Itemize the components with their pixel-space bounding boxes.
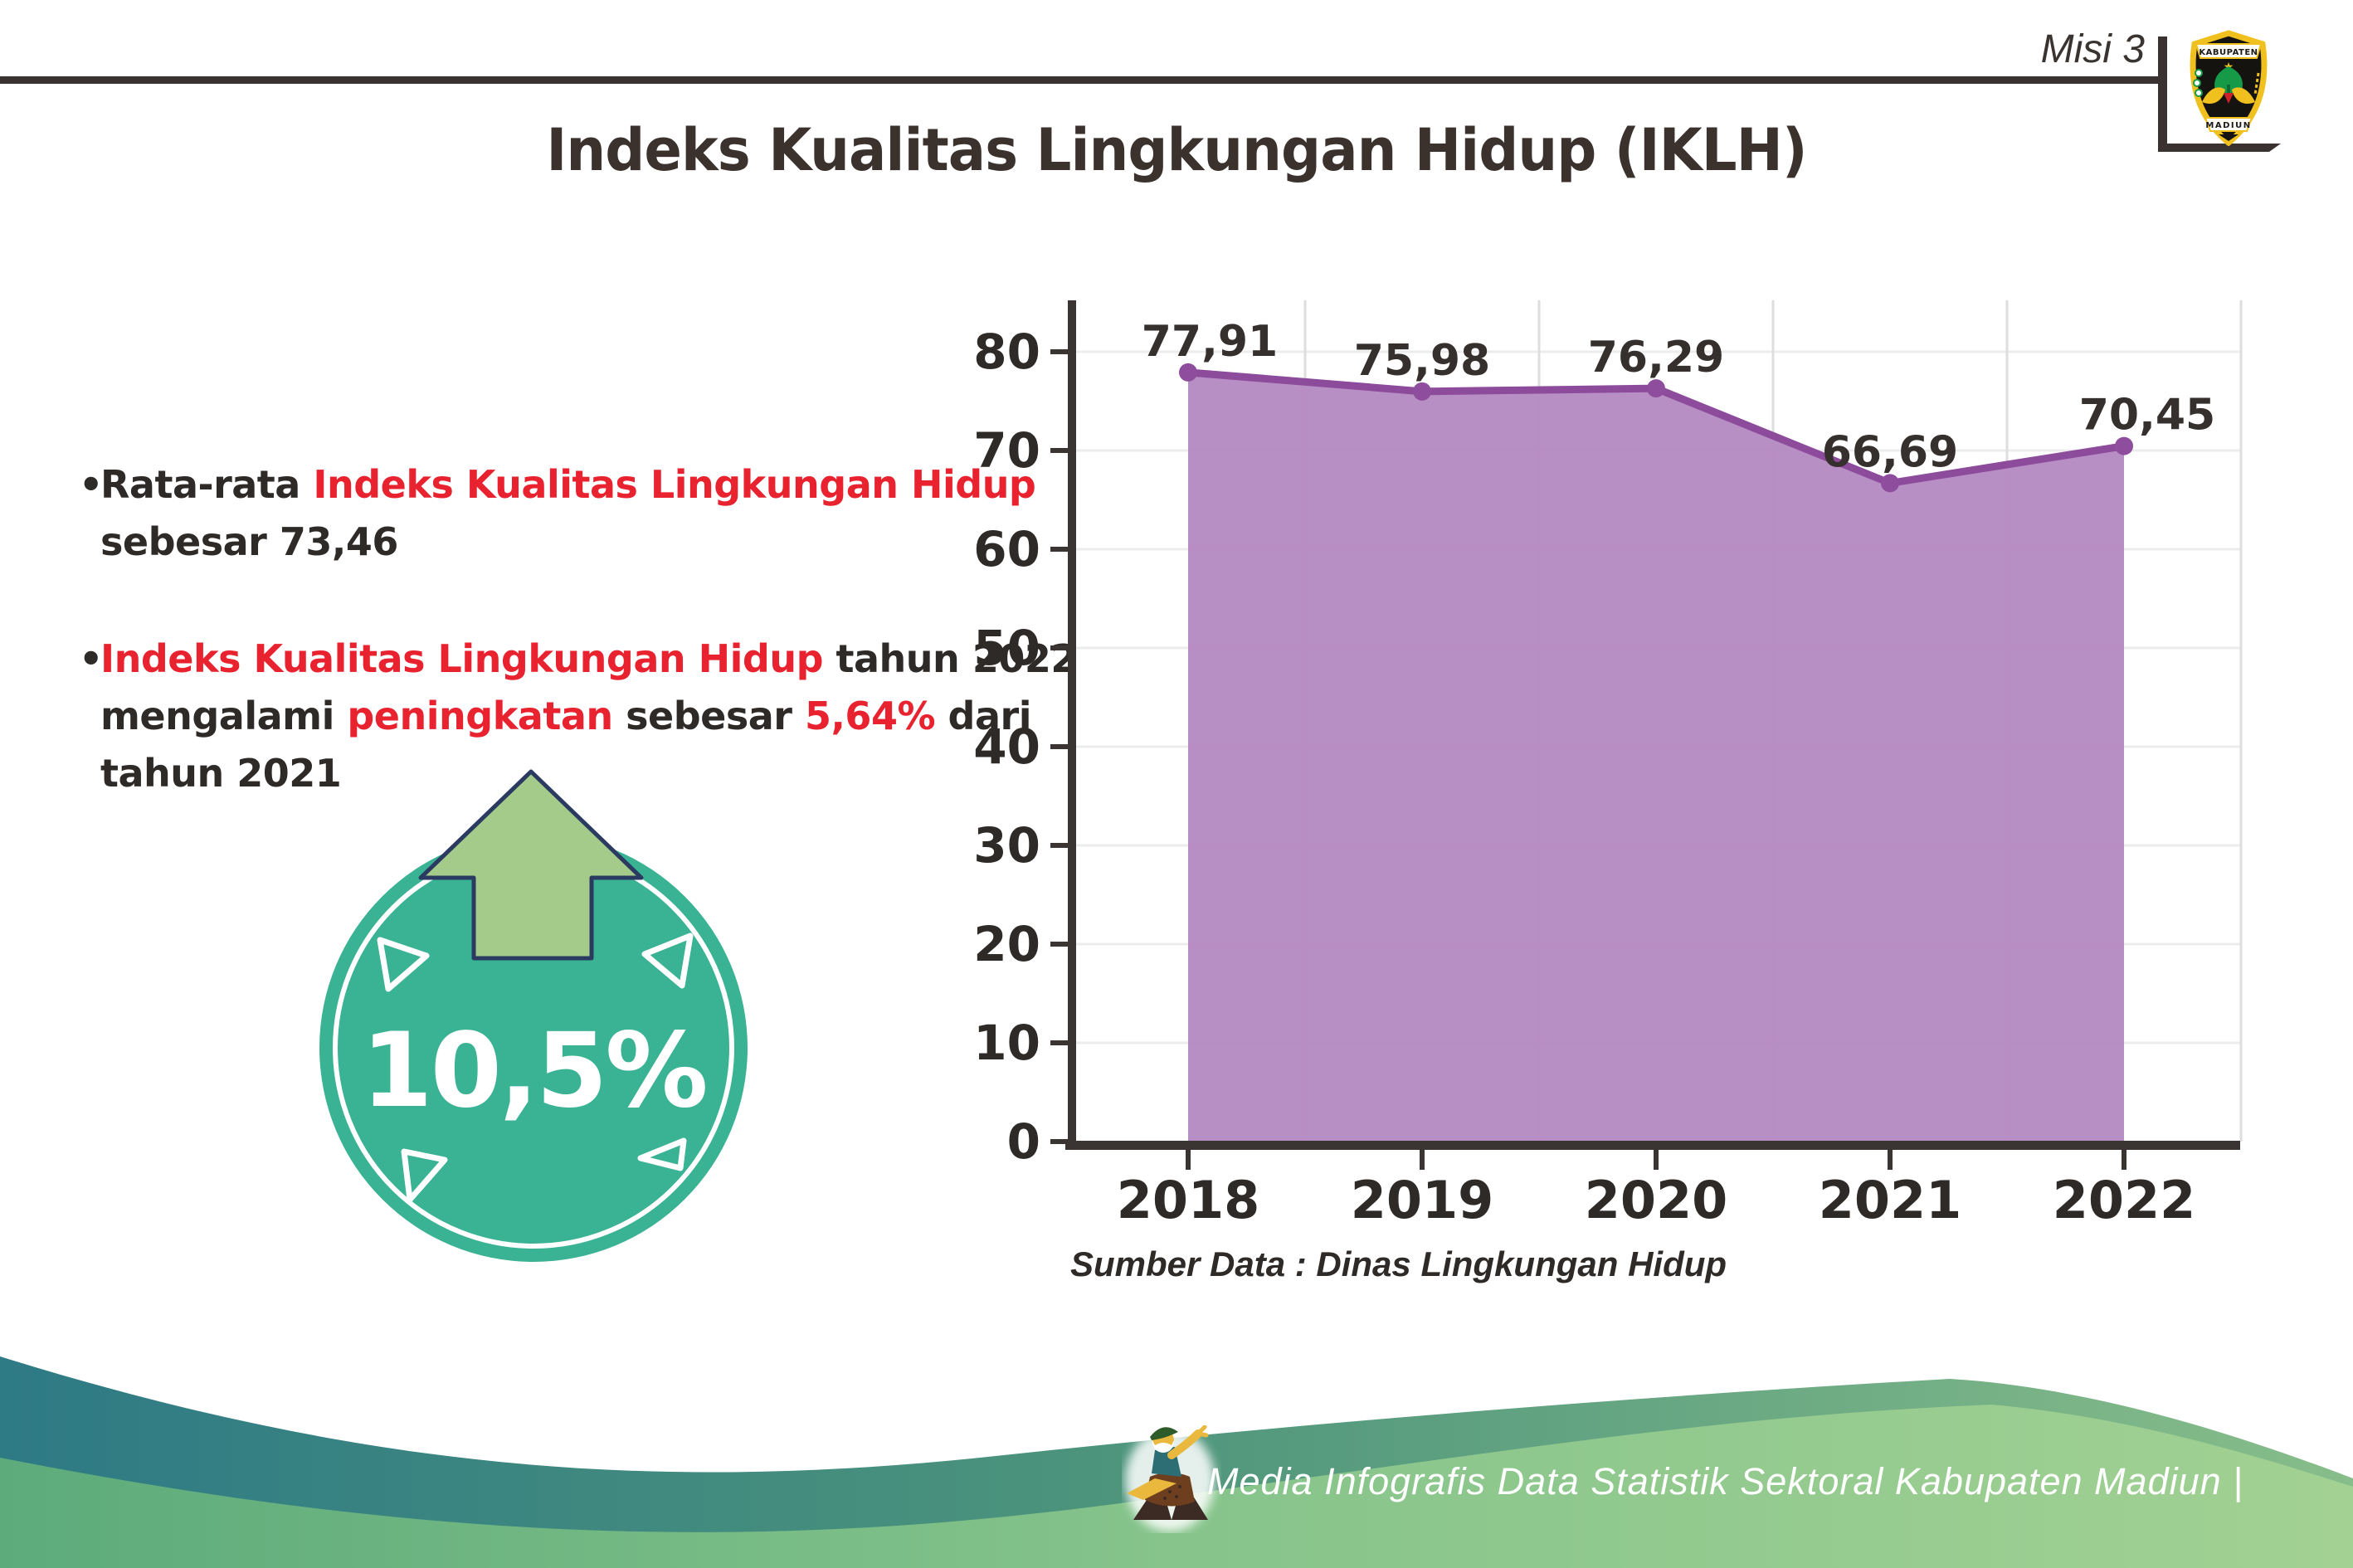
x-tick	[2122, 1150, 2126, 1170]
x-tick	[1888, 1150, 1893, 1170]
corner-bracket-vertical	[2158, 37, 2167, 152]
emblem-bottom-text: MADIUN	[2205, 121, 2251, 130]
y-tick-label: 30	[973, 817, 1040, 874]
page-title: Indeks Kualitas Lingkungan Hidup (IKLH)	[546, 116, 1807, 184]
x-tick	[1654, 1150, 1659, 1170]
bullet-text-segment: mengalami	[100, 694, 348, 738]
corner-bracket-underline	[2158, 144, 2281, 152]
bullet-item: • Indeks Kualitas Lingkungan Hidup tahun …	[79, 631, 1083, 802]
y-tick-label: 60	[973, 521, 1040, 577]
bullet-line: mengalami peningkatan sebesar 5,64% dari	[100, 688, 1083, 745]
bullet-text-segment: sebesar	[612, 694, 805, 738]
data-label: 70,45	[2079, 391, 2215, 441]
y-tick	[1050, 349, 1072, 354]
x-axis	[1065, 1141, 2240, 1150]
data-point	[1179, 363, 1197, 382]
x-tick-label: 2020	[1585, 1170, 1728, 1230]
bullet-line: tahun 2021	[100, 745, 1083, 802]
bullet-text-segment: sebesar 73,46	[100, 519, 398, 564]
y-tick	[1050, 942, 1072, 947]
misi-label: Misi 3	[2040, 27, 2145, 71]
dancer-mascot-icon	[1125, 1425, 1215, 1531]
summary-bullets: • Rata-rata Indeks Kualitas Lingkungan Hi…	[79, 456, 1083, 862]
y-tick-label: 70	[973, 422, 1040, 479]
data-point	[1647, 379, 1665, 398]
bullet-text-segment: 5,64%	[804, 694, 936, 738]
y-axis	[1068, 300, 1076, 1149]
increase-badge: 10,5%	[319, 834, 748, 1262]
y-tick	[1050, 645, 1072, 650]
y-tick	[1050, 1040, 1072, 1045]
increase-badge-value: 10,5%	[361, 1010, 708, 1131]
bullet-dot: •	[79, 462, 103, 507]
data-point	[1881, 474, 1899, 493]
y-tick	[1050, 448, 1072, 453]
footer-caption: Media Infografis Data Statistik Sektoral…	[1207, 1460, 2243, 1502]
y-tick-label: 20	[973, 916, 1040, 972]
x-tick-label: 2019	[1351, 1170, 1494, 1230]
y-tick-label: 40	[973, 718, 1040, 775]
y-tick-label: 80	[973, 324, 1040, 380]
bullet-text-segment: tahun 2022	[823, 636, 1078, 681]
bullet-text-segment: Indeks Kualitas Lingkungan Hidup	[313, 462, 1036, 507]
y-tick	[1050, 547, 1072, 552]
data-point	[1413, 382, 1431, 401]
bullet-text-segment: tahun 2021	[100, 751, 342, 796]
data-label: 75,98	[1354, 336, 1490, 386]
data-point	[2115, 436, 2133, 455]
bullet-line: Indeks Kualitas Lingkungan Hidup tahun 2…	[100, 631, 1083, 688]
bullet-text-segment: dari	[935, 694, 1032, 738]
y-tick-label: 0	[1007, 1113, 1040, 1170]
x-tick	[1186, 1150, 1191, 1170]
bullet-dot: •	[79, 636, 103, 681]
bullet-text-segment: Rata-rata	[100, 462, 314, 507]
area-fill	[1188, 372, 2124, 1142]
y-tick	[1050, 843, 1072, 848]
y-tick	[1050, 1139, 1072, 1144]
x-tick-label: 2018	[1117, 1170, 1260, 1230]
bullet-item: • Rata-rata Indeks Kualitas Lingkungan Hi…	[79, 456, 1083, 571]
bullet-line: sebesar 73,46	[100, 514, 1083, 571]
kabupaten-madiun-emblem-icon: KABUPATEN ★ MADIUN	[2190, 30, 2268, 146]
source-note: Sumber Data : Dinas Lingkungan Hidup	[1070, 1244, 1727, 1283]
data-label: 77,91	[1142, 317, 1278, 367]
bullet-text-segment: peningkatan	[347, 694, 613, 738]
y-tick-label: 50	[973, 620, 1040, 676]
bullet-text-segment: Indeks Kualitas Lingkungan Hidup	[100, 636, 824, 681]
bullet-line: Rata-rata Indeks Kualitas Lingkungan Hid…	[100, 456, 1083, 514]
x-tick-label: 2022	[2053, 1170, 2196, 1230]
y-tick-label: 10	[973, 1015, 1040, 1071]
x-tick	[1420, 1150, 1425, 1170]
header-rule	[0, 76, 2165, 84]
y-tick	[1050, 744, 1072, 749]
data-label: 76,29	[1588, 333, 1724, 382]
emblem-top-text: KABUPATEN	[2199, 48, 2258, 57]
data-label: 66,69	[1822, 427, 1958, 477]
x-tick-label: 2021	[1819, 1170, 1962, 1230]
footer-body	[0, 1405, 2353, 1568]
